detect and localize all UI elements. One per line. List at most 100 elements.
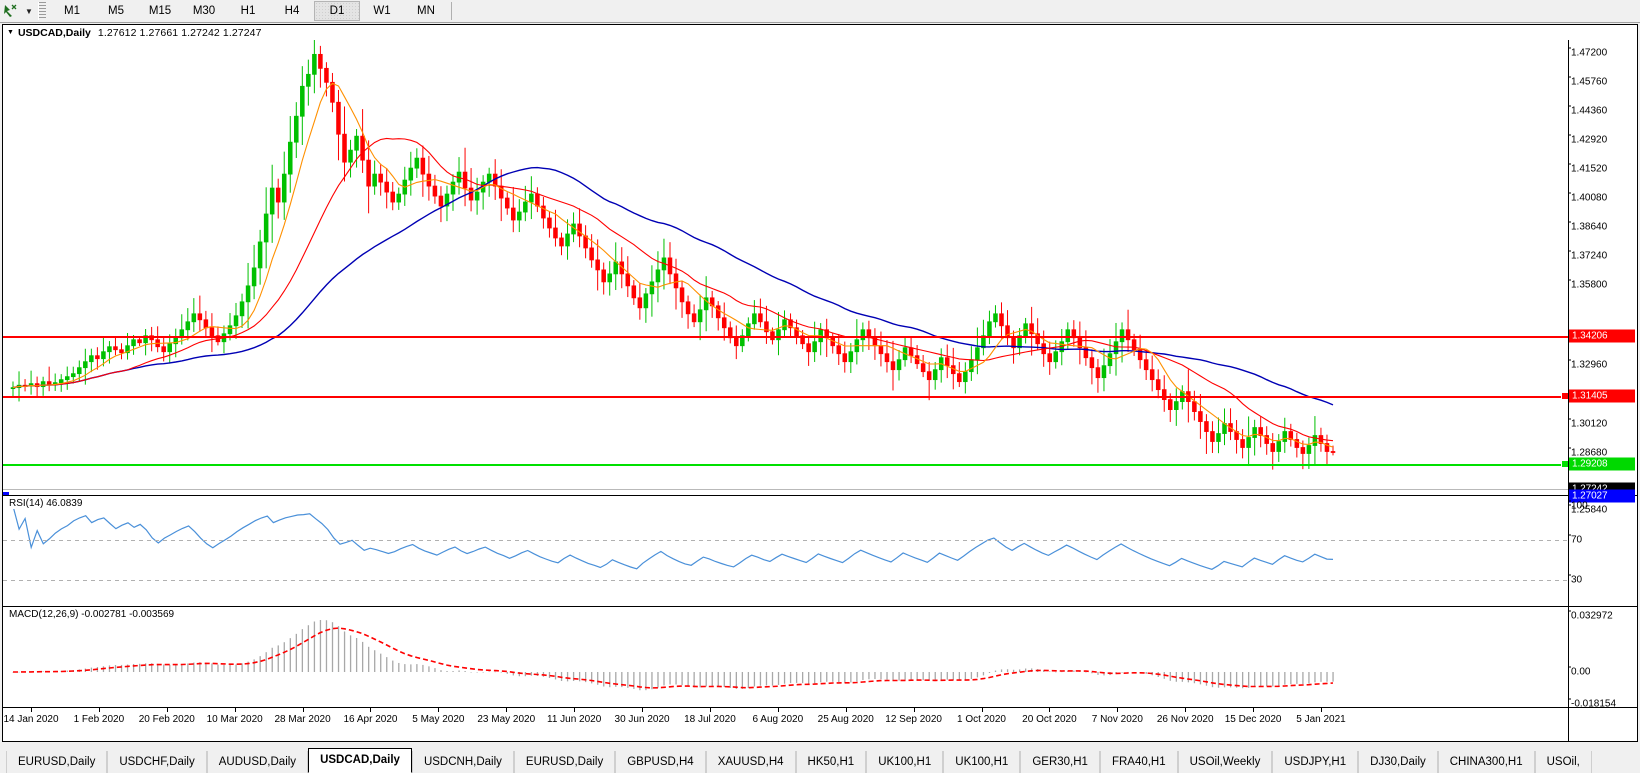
candlestick-series	[10, 40, 1336, 470]
timeframe-toolbar: ▼ M1 M5 M15 M30 H1 H4 D1 W1 MN	[0, 0, 1640, 23]
time-tick	[234, 708, 236, 712]
chart-tab-hk50-h1[interactable]: HK50,H1	[795, 751, 867, 773]
timeframe-m5[interactable]: M5	[108, 5, 124, 17]
chart-plot-region: 1.47200 1.45760 1.44360 1.42920 1.41520 …	[3, 40, 1637, 742]
price-tick: 1.32960	[1568, 359, 1607, 371]
chart-tab-ger30-h1[interactable]: GER30,H1	[1020, 751, 1100, 773]
time-axis-label: 10 Mar 2020	[206, 714, 263, 725]
time-tick	[845, 708, 847, 712]
price-pane[interactable]: 1.47200 1.45760 1.44360 1.42920 1.41520 …	[3, 40, 1637, 516]
support-badge[interactable]: 1.29208	[1569, 457, 1635, 471]
time-axis-label: 1 Oct 2020	[957, 714, 1006, 725]
current-price-badge[interactable]: 1.27027	[1569, 489, 1635, 503]
bid-line	[3, 489, 1569, 490]
time-axis-label: 5 Jan 2021	[1296, 714, 1346, 725]
time-axis-label: 7 Nov 2020	[1091, 714, 1143, 725]
chart-tab-uk100-h1[interactable]: UK100,H1	[866, 751, 944, 773]
chart-tab-xauusd-h4[interactable]: XAUUSD,H4	[705, 751, 796, 773]
chart-tab-usoil-weekly[interactable]: USOil,Weekly	[1177, 751, 1273, 773]
chart-tab-usdcnh-daily[interactable]: USDCNH,Daily	[411, 751, 514, 773]
timeframe-w1[interactable]: W1	[373, 5, 391, 17]
time-tick	[642, 708, 644, 712]
macd-canvas[interactable]	[3, 607, 1569, 707]
chart-tab-china300-h1[interactable]: CHINA300,H1	[1437, 751, 1535, 773]
timeframe-m15[interactable]: M15	[148, 5, 172, 17]
triangle-down-icon[interactable]: ▼	[7, 29, 14, 36]
chart-tab-dj30-daily[interactable]: DJ30,Daily	[1358, 751, 1438, 773]
chart-tab-usoil[interactable]: USOil,	[1534, 751, 1592, 773]
price-tick: 1.30120	[1568, 418, 1607, 430]
price-tick: 1.44360	[1568, 105, 1607, 117]
chart-tab-gbpusd-h4[interactable]: GBPUSD,H4	[615, 751, 706, 773]
time-tick	[1117, 708, 1119, 712]
time-axis-label: 15 Dec 2020	[1224, 714, 1282, 725]
time-axis-label: 14 Jan 2020	[3, 714, 59, 725]
timeframe-d1[interactable]: D1	[314, 1, 360, 21]
time-axis-label: 6 Aug 2020	[752, 714, 804, 725]
rsi-indicator-label[interactable]: RSI(14) 46.0839	[7, 498, 85, 509]
price-tick: 1.37240	[1568, 250, 1607, 262]
rsi-level-30	[3, 580, 1569, 581]
macd-pane[interactable]: MACD(12,26,9) -0.002781 -0.003569 0.0329…	[3, 607, 1637, 710]
chart-tab-fra40-h1[interactable]: FRA40,H1	[1099, 751, 1178, 773]
macd-series	[12, 620, 1334, 691]
time-axis-label: 26 Nov 2020	[1156, 714, 1214, 725]
time-axis-label: 28 Mar 2020	[274, 714, 331, 725]
time-tick	[370, 708, 372, 712]
support-line[interactable]	[3, 460, 1569, 468]
price-tick: 1.42920	[1568, 134, 1607, 146]
rsi-canvas[interactable]	[3, 496, 1569, 606]
time-tick	[31, 708, 32, 712]
price-tick: 1.35800	[1568, 279, 1607, 291]
time-axis-canvas: 14 Jan 2020 1 Feb 2020 20 Feb 2020 10 Mar 2…	[3, 708, 1569, 742]
rsi-level-70	[3, 540, 1569, 541]
symbol-info-bar: ▼ USDCAD,Daily 1.27612 1.27661 1.27242 1…	[3, 25, 1637, 40]
chart-tab-bar[interactable]: EURUSD,Daily USDCHF,Daily AUDUSD,Daily U…	[0, 745, 1640, 773]
timeframe-m1[interactable]: M1	[64, 5, 80, 17]
resistance-badge-2[interactable]: 1.31405	[1569, 389, 1635, 403]
chart-area[interactable]: ▼ USDCAD,Daily 1.27612 1.27661 1.27242 1…	[2, 24, 1638, 742]
timeframe-mn[interactable]: MN	[417, 5, 435, 17]
chevron-down-icon[interactable]: ▼	[25, 6, 33, 16]
chart-tab-usdcad-daily[interactable]: USDCAD,Daily	[308, 748, 412, 773]
time-tick	[1049, 708, 1051, 712]
chart-tab-usdchf-daily[interactable]: USDCHF,Daily	[107, 751, 207, 773]
timeframe-h4[interactable]: H4	[284, 5, 300, 17]
rsi-tick: 70	[1568, 534, 1582, 546]
toolbar-grip[interactable]	[38, 2, 46, 20]
price-scale[interactable]: 1.47200 1.45760 1.44360 1.42920 1.41520 …	[1568, 40, 1637, 516]
chart-tab-eurusd-daily[interactable]: EURUSD,Daily	[6, 751, 108, 773]
time-tick	[302, 708, 304, 712]
price-tick: 1.25840	[1568, 504, 1607, 516]
price-tick: 1.28680	[1568, 447, 1607, 459]
time-tick	[1321, 708, 1322, 712]
chart-tab-usdjpy-h1[interactable]: USDJPY,H1	[1272, 751, 1359, 773]
macd-tick: -0.018154	[1568, 698, 1616, 710]
timeframe-h1[interactable]: H1	[240, 5, 256, 17]
price-tick: 1.38640	[1568, 221, 1607, 233]
macd-indicator-label[interactable]: MACD(12,26,9) -0.002781 -0.003569	[7, 609, 177, 620]
time-tick	[506, 708, 508, 712]
resistance-badge-1[interactable]: 1.34206	[1569, 329, 1635, 343]
time-tick	[1185, 708, 1187, 712]
price-tick: 1.41520	[1568, 163, 1607, 175]
time-tick	[777, 708, 779, 712]
price-tick: 1.45760	[1568, 76, 1607, 88]
line-handle[interactable]	[3, 491, 10, 495]
resistance-line-2[interactable]	[3, 392, 1569, 400]
time-tick	[166, 708, 168, 712]
crosshair-cursor-icon[interactable]	[0, 1, 22, 21]
chart-tab-audusd-daily[interactable]: AUDUSD,Daily	[206, 751, 309, 773]
time-axis-label: 12 Sep 2020	[885, 714, 942, 725]
chart-tab-uk100-h1-2[interactable]: UK100,H1	[943, 751, 1021, 773]
chart-tab-eurusd-daily-2[interactable]: EURUSD,Daily	[513, 751, 616, 773]
timeframe-m30[interactable]: M30	[192, 5, 216, 17]
macd-tick: 0.032972	[1568, 610, 1613, 622]
time-axis: 14 Jan 2020 1 Feb 2020 20 Feb 2020 10 Mar 2…	[3, 708, 1637, 742]
resistance-line-1[interactable]	[3, 336, 1569, 338]
time-tick	[913, 708, 915, 712]
time-axis-label: 25 Aug 2020	[817, 714, 874, 725]
price-canvas[interactable]	[3, 40, 1569, 495]
rsi-pane[interactable]: RSI(14) 46.0839 100 70 30	[3, 496, 1637, 607]
time-axis-label: 1 Feb 2020	[73, 714, 125, 725]
